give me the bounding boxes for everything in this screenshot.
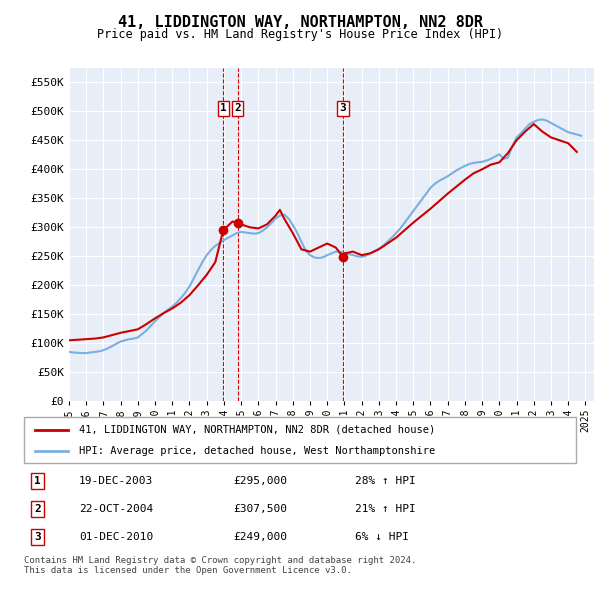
Text: 3: 3 (34, 532, 41, 542)
Text: 22-OCT-2004: 22-OCT-2004 (79, 504, 154, 514)
FancyBboxPatch shape (24, 417, 576, 463)
Text: 19-DEC-2003: 19-DEC-2003 (79, 476, 154, 486)
Text: 41, LIDDINGTON WAY, NORTHAMPTON, NN2 8DR: 41, LIDDINGTON WAY, NORTHAMPTON, NN2 8DR (118, 15, 482, 30)
Text: £249,000: £249,000 (234, 532, 288, 542)
Text: HPI: Average price, detached house, West Northamptonshire: HPI: Average price, detached house, West… (79, 445, 436, 455)
Text: 1: 1 (34, 476, 41, 486)
Text: 3: 3 (340, 103, 346, 113)
Text: 2: 2 (34, 504, 41, 514)
Text: Contains HM Land Registry data © Crown copyright and database right 2024.: Contains HM Land Registry data © Crown c… (24, 556, 416, 565)
Text: 21% ↑ HPI: 21% ↑ HPI (355, 504, 416, 514)
Text: 41, LIDDINGTON WAY, NORTHAMPTON, NN2 8DR (detached house): 41, LIDDINGTON WAY, NORTHAMPTON, NN2 8DR… (79, 425, 436, 435)
Text: 6% ↓ HPI: 6% ↓ HPI (355, 532, 409, 542)
Text: 01-DEC-2010: 01-DEC-2010 (79, 532, 154, 542)
Text: This data is licensed under the Open Government Licence v3.0.: This data is licensed under the Open Gov… (24, 566, 352, 575)
Text: Price paid vs. HM Land Registry's House Price Index (HPI): Price paid vs. HM Land Registry's House … (97, 28, 503, 41)
Text: 2: 2 (235, 103, 241, 113)
Text: 1: 1 (220, 103, 227, 113)
Text: 28% ↑ HPI: 28% ↑ HPI (355, 476, 416, 486)
Text: £307,500: £307,500 (234, 504, 288, 514)
Text: £295,000: £295,000 (234, 476, 288, 486)
